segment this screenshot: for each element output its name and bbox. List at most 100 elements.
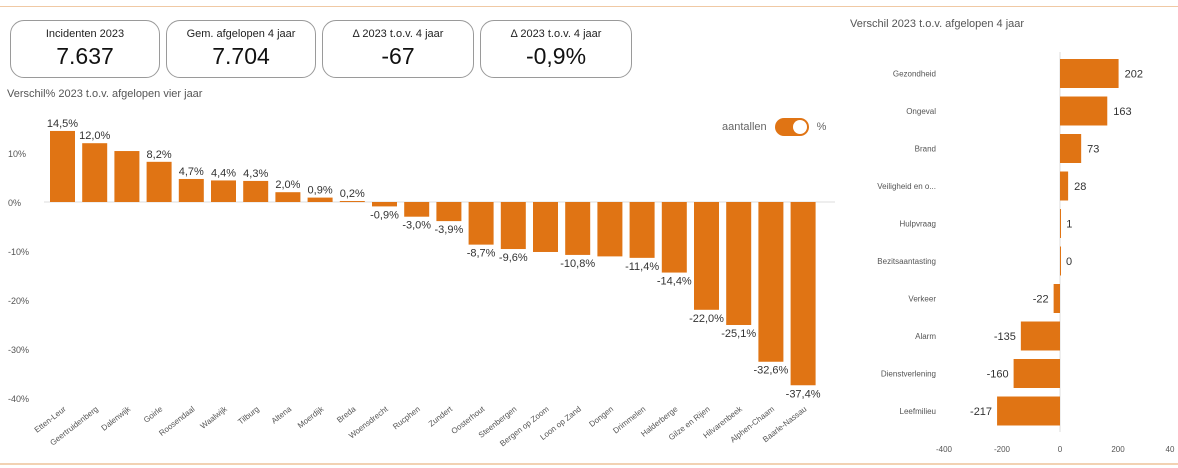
x-tick-label: 0 xyxy=(1058,445,1063,454)
y-tick-label: -30% xyxy=(8,345,29,355)
data-label: -25,1% xyxy=(721,328,756,340)
bar xyxy=(790,202,816,386)
data-label: -8,7% xyxy=(467,248,496,260)
y-tick-label: 0% xyxy=(8,198,21,208)
y-category-label: Brand xyxy=(915,145,936,154)
bar xyxy=(1053,284,1060,313)
data-label: -11,4% xyxy=(625,261,659,273)
bar xyxy=(629,202,655,258)
bar xyxy=(372,202,397,207)
bar xyxy=(1060,96,1108,126)
bar xyxy=(307,197,333,202)
unit-toggle-group: aantallen % xyxy=(722,118,826,136)
y-category-label: Veiligheid en o... xyxy=(877,182,936,191)
data-label: 8,2% xyxy=(147,149,172,161)
data-label: 0 xyxy=(1066,256,1072,268)
data-label: 163 xyxy=(1113,106,1131,118)
bar xyxy=(1060,134,1082,163)
kpi-card-average: Gem. afgelopen 4 jaar 7.704 xyxy=(166,20,316,78)
data-label: 4,3% xyxy=(243,168,268,180)
bar xyxy=(82,143,108,202)
data-label: -37,4% xyxy=(786,388,821,400)
kpi-card-incidents: Incidenten 2023 7.637 xyxy=(10,20,160,78)
bar xyxy=(1060,59,1119,88)
data-label: 28 xyxy=(1074,181,1086,193)
data-label: 14,5% xyxy=(47,118,78,130)
bar xyxy=(178,178,204,202)
bar xyxy=(211,180,236,202)
bar xyxy=(533,202,558,252)
data-label: -10,8% xyxy=(560,258,595,270)
bar xyxy=(694,202,719,310)
bar xyxy=(468,202,494,245)
y-tick-label: -40% xyxy=(8,394,29,404)
data-label: 12,0% xyxy=(79,130,110,142)
kpi-value: -0,9% xyxy=(525,43,587,69)
y-category-label: Verkeer xyxy=(908,295,936,304)
y-tick-label: 10% xyxy=(8,149,26,159)
y-category-label: Alarm xyxy=(915,332,936,341)
bar xyxy=(275,192,301,202)
bar xyxy=(661,202,687,273)
bar xyxy=(1060,209,1061,238)
kpi-value: 7.704 xyxy=(212,43,270,69)
x-tick-label: 40 xyxy=(1166,445,1175,454)
x-tick-label: 200 xyxy=(1111,445,1125,454)
bar xyxy=(243,180,269,202)
data-label: -135 xyxy=(994,331,1016,343)
data-label: 73 xyxy=(1087,144,1099,156)
y-tick-label: -10% xyxy=(8,247,29,257)
bar xyxy=(726,202,752,325)
bar xyxy=(597,202,623,257)
kpi-value: -67 xyxy=(381,43,415,69)
bar xyxy=(146,161,172,202)
bottom-divider xyxy=(0,463,1178,465)
y-category-label: Leefmilieu xyxy=(900,407,936,416)
kpi-label: Δ 2023 t.o.v. 4 jaar xyxy=(510,28,602,40)
data-label: 4,4% xyxy=(211,167,236,179)
data-label: -14,4% xyxy=(657,276,692,288)
data-label: 0,2% xyxy=(340,188,365,200)
left-chart-title: Verschil% 2023 t.o.v. afgelopen vier jaa… xyxy=(7,88,203,100)
data-label: 0,9% xyxy=(308,185,333,197)
data-label: -217 xyxy=(970,406,992,418)
bar xyxy=(1020,321,1060,351)
y-tick-label: -20% xyxy=(8,296,29,306)
data-label: -9,6% xyxy=(499,252,528,264)
bar xyxy=(500,202,526,250)
bar xyxy=(758,202,784,362)
y-category-label: Hulpvraag xyxy=(900,220,936,229)
bar xyxy=(565,202,591,255)
data-label: 4,7% xyxy=(179,166,204,178)
kpi-value: 7.637 xyxy=(56,43,114,69)
y-category-label: Gezondheid xyxy=(893,70,936,79)
toggle-label-percent: % xyxy=(816,121,827,133)
data-label: -22 xyxy=(1033,294,1049,306)
data-label: -3,0% xyxy=(402,220,431,232)
data-label: -32,6% xyxy=(753,365,788,377)
x-tick-label: -200 xyxy=(994,445,1011,454)
bar xyxy=(1060,171,1069,201)
bar xyxy=(50,130,75,202)
kpi-label: Incidenten 2023 xyxy=(45,28,125,40)
data-label: 2,0% xyxy=(275,179,300,191)
right-chart-title: Verschil 2023 t.o.v. afgelopen 4 jaar xyxy=(850,18,1025,30)
unit-toggle-switch[interactable] xyxy=(774,118,809,136)
y-category-label: Ongeval xyxy=(906,107,936,116)
municipality-percent-chart: 10%0%-10%-20%-30%-40%14,5%Etten-Leur12,0… xyxy=(8,118,835,448)
kpi-card-delta-count: Δ 2023 t.o.v. 4 jaar -67 xyxy=(322,20,474,78)
top-divider xyxy=(0,6,1178,7)
kpi-label: Gem. afgelopen 4 jaar xyxy=(186,28,296,40)
bar xyxy=(1060,246,1061,276)
data-label: -3,9% xyxy=(435,224,464,236)
toggle-knob xyxy=(792,120,807,134)
toggle-label-counts: aantallen xyxy=(722,121,767,133)
bar xyxy=(114,151,140,202)
x-tick-label: -400 xyxy=(936,445,953,454)
data-label: 1 xyxy=(1066,219,1072,231)
data-label: -22,0% xyxy=(689,313,724,325)
data-label: -0,9% xyxy=(370,209,399,221)
bar xyxy=(404,202,430,217)
bar xyxy=(997,396,1060,426)
